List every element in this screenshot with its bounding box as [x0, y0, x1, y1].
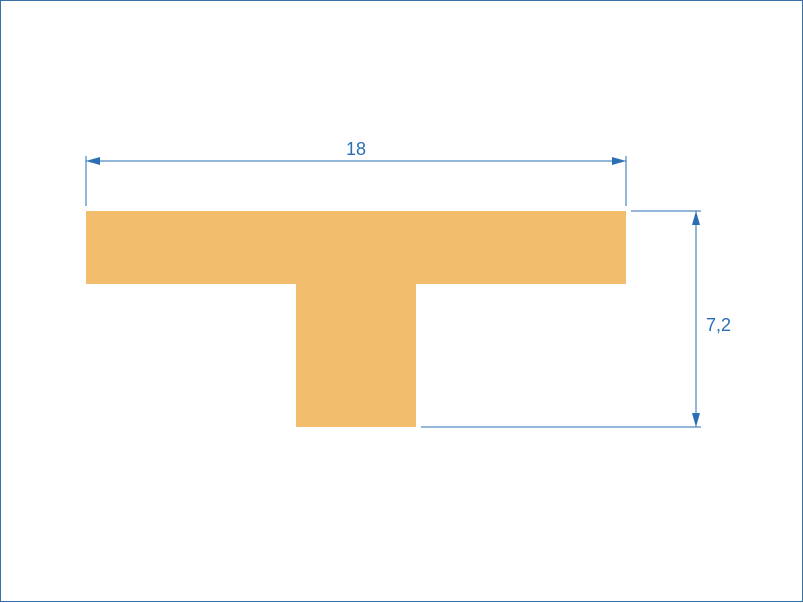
- h-arrow-top: [692, 211, 700, 225]
- t-profile-shape: [86, 211, 626, 427]
- h-arrow-bottom: [692, 413, 700, 427]
- dim-width-label: 18: [346, 139, 366, 160]
- w-arrow-left: [86, 157, 100, 165]
- drawing-svg: [1, 1, 803, 603]
- dim-height-label: 7,2: [706, 315, 731, 336]
- dim-width-group: [86, 156, 626, 206]
- w-arrow-right: [612, 157, 626, 165]
- drawing-canvas: 18 7,2: [0, 0, 803, 602]
